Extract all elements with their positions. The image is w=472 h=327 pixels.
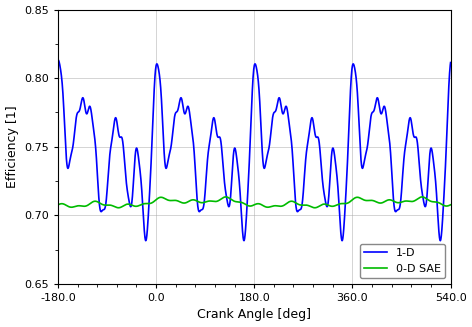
1-D	[447, 61, 453, 65]
Line: 1-D: 1-D	[58, 60, 451, 241]
1-D	[411, 133, 416, 137]
0-D SAE	[299, 203, 305, 207]
0-D SAE	[419, 195, 425, 199]
0-D SAE	[55, 203, 61, 207]
0-D SAE	[293, 200, 298, 204]
X-axis label: Crank Angle [deg]: Crank Angle [deg]	[197, 308, 311, 321]
0-D SAE	[447, 203, 453, 207]
1-D	[299, 201, 305, 205]
1-D	[293, 199, 298, 203]
Legend: 1-D, 0-D SAE: 1-D, 0-D SAE	[360, 244, 445, 278]
0-D SAE	[139, 202, 145, 206]
1-D	[139, 194, 145, 198]
Y-axis label: Efficiency [1]: Efficiency [1]	[6, 105, 18, 188]
1-D	[339, 239, 345, 243]
1-D	[448, 60, 454, 64]
Line: 0-D SAE: 0-D SAE	[58, 197, 451, 208]
0-D SAE	[312, 206, 318, 210]
0-D SAE	[448, 203, 454, 207]
1-D	[55, 58, 61, 62]
1-D	[165, 161, 170, 165]
0-D SAE	[165, 198, 170, 202]
0-D SAE	[411, 199, 416, 203]
1-D	[55, 58, 61, 62]
